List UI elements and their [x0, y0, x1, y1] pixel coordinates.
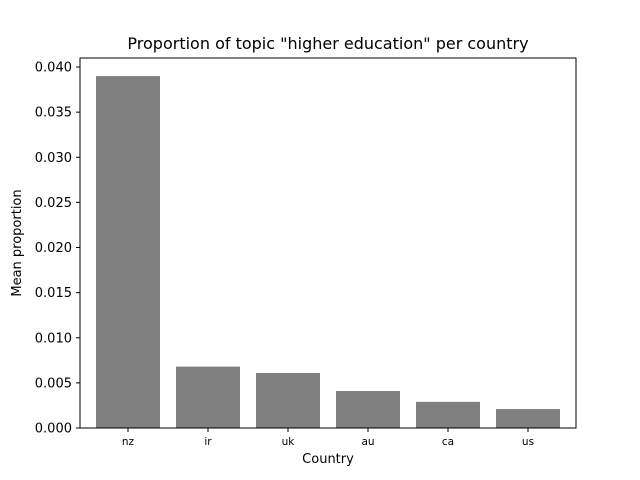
y-tick-label: 0.020: [35, 241, 72, 256]
bar-uk: [256, 372, 320, 428]
y-tick-label: 0.035: [35, 106, 72, 121]
bar-au: [336, 391, 400, 428]
y-tick-label: 0.030: [35, 151, 72, 166]
bars-group: [96, 76, 560, 429]
bar-us: [496, 409, 560, 428]
x-tick-label: ca: [442, 436, 454, 448]
x-axis: nz ir uk au ca us: [122, 428, 534, 448]
bar-ca: [416, 401, 480, 428]
y-tick-label: 0.005: [35, 376, 72, 391]
x-tick-label: uk: [282, 436, 296, 448]
y-axis-label: Mean proportion: [10, 189, 25, 296]
y-tick-label: 0.010: [35, 331, 72, 346]
chart-title: Proportion of topic "higher education" p…: [127, 34, 528, 53]
x-axis-label: Country: [302, 452, 354, 467]
bar-nz: [96, 76, 160, 429]
plot-area-frame: [79, 57, 577, 429]
bar-ir: [176, 366, 240, 428]
y-tick-label: 0.040: [35, 61, 72, 76]
y-tick-label: 0.015: [35, 286, 72, 301]
y-tick-label: 0.025: [35, 196, 72, 211]
x-tick-label: nz: [122, 436, 135, 448]
y-axis: 0.000 0.005 0.010 0.015 0.020 0.025 0.030 0.035…: [35, 61, 80, 437]
y-tick-label: 0.000: [35, 422, 72, 437]
x-tick-label: us: [522, 436, 534, 448]
x-tick-label: ir: [204, 436, 212, 448]
x-tick-label: au: [361, 436, 374, 448]
